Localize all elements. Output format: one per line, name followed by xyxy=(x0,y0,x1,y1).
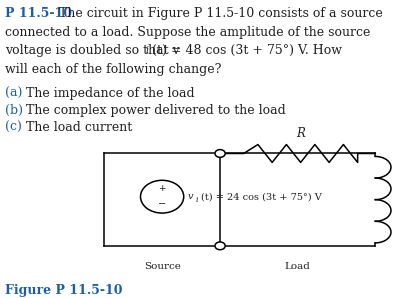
Text: The circuit in Figure P 11.5-10 consists of a source: The circuit in Figure P 11.5-10 consists… xyxy=(51,7,383,21)
Text: voltage is doubled so that v: voltage is doubled so that v xyxy=(5,44,180,58)
Text: (c): (c) xyxy=(5,121,22,134)
Text: i: i xyxy=(196,196,198,204)
Text: The complex power delivered to the load: The complex power delivered to the load xyxy=(26,104,285,117)
Text: R: R xyxy=(296,127,305,140)
Text: Figure P 11.5-10: Figure P 11.5-10 xyxy=(5,284,122,297)
Text: Load: Load xyxy=(285,262,310,271)
Text: Source: Source xyxy=(144,262,180,271)
Text: P 11.5-10: P 11.5-10 xyxy=(5,7,72,21)
Text: will each of the following change?: will each of the following change? xyxy=(5,63,221,76)
Text: i: i xyxy=(145,46,149,55)
Text: +: + xyxy=(158,184,166,193)
Text: (t) = 48 cos (3t + 75°) V. How: (t) = 48 cos (3t + 75°) V. How xyxy=(152,44,342,58)
Text: connected to a load. Suppose the amplitude of the source: connected to a load. Suppose the amplitu… xyxy=(5,26,370,39)
Text: (a): (a) xyxy=(5,87,22,100)
Text: The load current: The load current xyxy=(26,121,132,134)
Text: −: − xyxy=(158,200,166,209)
Text: (b): (b) xyxy=(5,104,23,117)
Circle shape xyxy=(215,150,225,157)
Text: (t) = 24 cos (3t + 75°) V: (t) = 24 cos (3t + 75°) V xyxy=(202,192,322,201)
Text: The impedance of the load: The impedance of the load xyxy=(26,87,194,100)
Circle shape xyxy=(141,180,184,213)
Circle shape xyxy=(215,242,225,250)
Text: v: v xyxy=(188,192,193,201)
